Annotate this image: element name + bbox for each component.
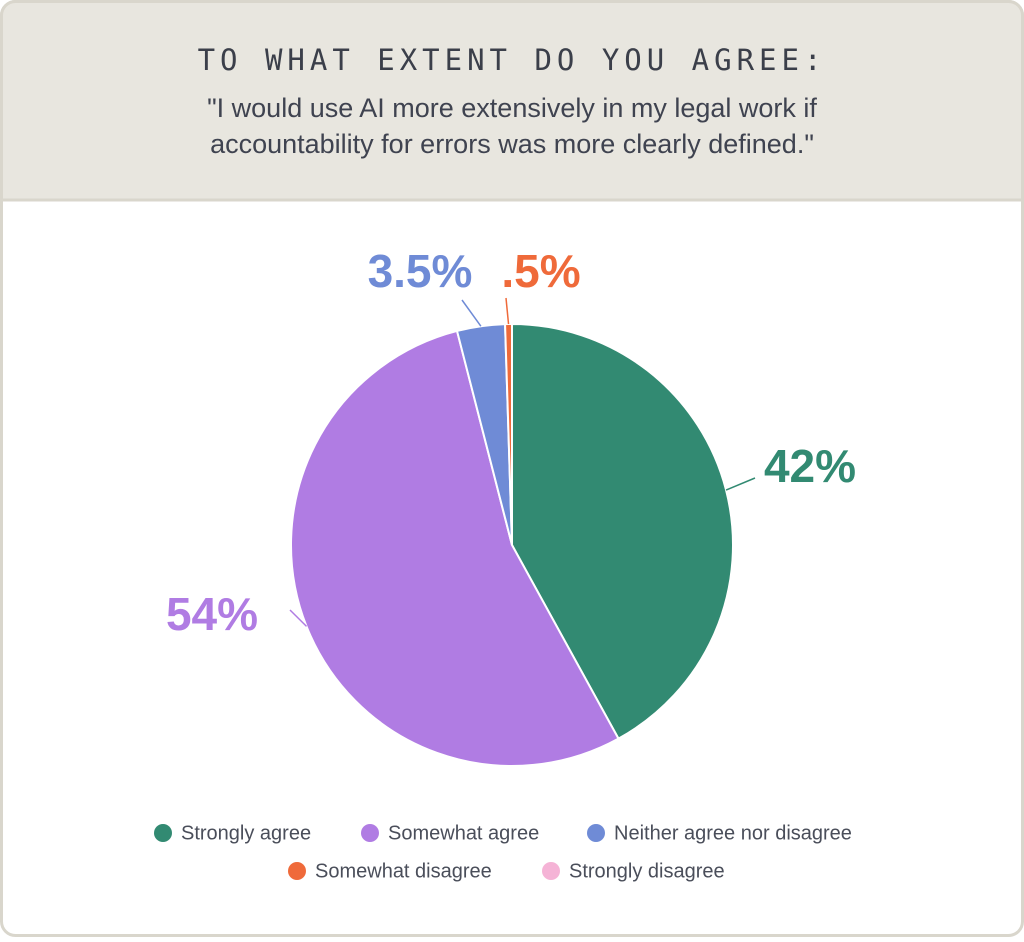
legend-swatch bbox=[154, 824, 172, 842]
legend-label: Strongly agree bbox=[181, 822, 311, 844]
legend: Strongly agree Somewhat agree Neither agre… bbox=[154, 822, 852, 882]
value-label: 3.5% bbox=[368, 245, 473, 297]
leader-line bbox=[725, 477, 756, 491]
legend-swatch bbox=[361, 824, 379, 842]
legend-swatch bbox=[587, 824, 605, 842]
value-label: .5% bbox=[501, 245, 580, 297]
chart-title: TO WHAT EXTENT DO YOU AGREE: bbox=[198, 43, 827, 77]
leader-line bbox=[461, 299, 482, 327]
subtitle: accountability for errors was more clear… bbox=[210, 129, 814, 159]
leader-line bbox=[289, 609, 308, 627]
value-label: 42% bbox=[764, 440, 856, 492]
value-label: 54% bbox=[166, 588, 258, 640]
legend-label: Somewhat disagree bbox=[315, 860, 492, 882]
legend-swatch bbox=[542, 862, 560, 880]
pie: 42% 54% 3.5% .5% bbox=[166, 245, 856, 767]
legend-label: Somewhat agree bbox=[388, 822, 539, 844]
pie-slice bbox=[290, 329, 620, 767]
legend-label: Neither agree nor disagree bbox=[614, 822, 852, 844]
subtitle: "I would use AI more extensively in my l… bbox=[207, 93, 817, 123]
header bbox=[0, 0, 1024, 202]
legend-swatch bbox=[288, 862, 306, 880]
leader-line bbox=[505, 297, 510, 325]
legend-label: Strongly disagree bbox=[569, 860, 725, 882]
